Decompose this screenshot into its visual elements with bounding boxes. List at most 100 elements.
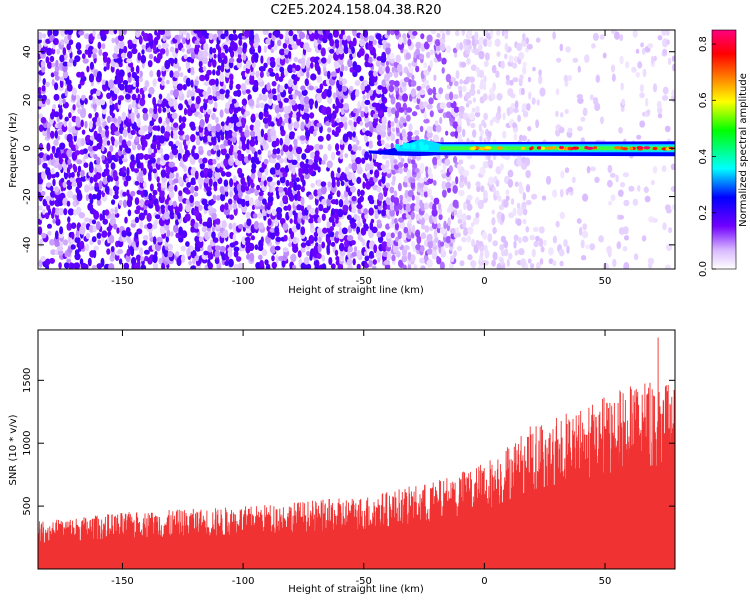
spectrogram-cell	[560, 170, 565, 179]
spectrogram-cell	[458, 105, 465, 113]
spectrogram-cell	[392, 175, 396, 183]
spectrogram-cell	[355, 110, 359, 118]
spectrogram-cell	[274, 162, 281, 171]
spectrogram-cell	[346, 214, 352, 221]
spectrogram-cell	[52, 30, 59, 37]
spectrogram-cell	[82, 263, 89, 269]
spectrogram-cell	[334, 249, 339, 257]
spectrogram-cell	[368, 207, 375, 216]
spectrogram-cell	[672, 63, 675, 72]
spectrogram-cell	[40, 190, 46, 196]
spectrogram-cell	[555, 220, 560, 228]
spectrogram-cell	[592, 32, 599, 41]
spectrogram-cell	[332, 103, 336, 110]
spectrogram-cell	[96, 116, 101, 124]
spectrogram-cell	[278, 116, 283, 125]
spectrogram-cell	[398, 107, 405, 113]
signal-blob	[394, 143, 400, 150]
spectrogram-cell	[559, 43, 564, 52]
spectrogram-cell	[288, 144, 293, 152]
spectrogram-cell	[426, 34, 433, 43]
spectrogram-cell	[232, 42, 238, 52]
spectrogram-cell	[278, 158, 285, 164]
spectrogram-cell	[408, 123, 413, 132]
spectrogram-cell	[444, 158, 451, 166]
spectrogram-cell	[230, 144, 234, 151]
spectrogram-cell	[297, 250, 302, 258]
spectrogram-cell	[247, 153, 252, 161]
spectrogram-cell	[288, 162, 293, 170]
spectrogram-cell	[121, 230, 127, 238]
spectrogram-cell	[212, 158, 217, 165]
spectrogram-cell	[215, 144, 220, 151]
spectrogram-cell	[128, 104, 132, 111]
spectrogram-cell	[332, 221, 336, 228]
spectrogram-cell	[228, 198, 233, 205]
spectrogram-cell	[165, 125, 171, 132]
spectrogram-cell	[317, 243, 322, 253]
spectrogram-cell	[359, 121, 364, 126]
spectrogram-cell	[619, 34, 624, 42]
spectrogram-cell	[377, 85, 383, 90]
spectrogram-cell	[139, 97, 146, 107]
spectrogram-cell	[317, 65, 321, 75]
spectrogram-cell	[459, 174, 465, 183]
spectrogram-cell	[282, 247, 289, 253]
spectrogram-cell	[189, 245, 194, 252]
spectrogram-cell	[192, 228, 200, 233]
spectrogram-cell	[215, 218, 221, 225]
spectrogram-cell	[54, 186, 59, 193]
spectrogram-cell	[38, 38, 42, 44]
colorbar-tick-label: 0.0	[698, 261, 709, 277]
spectrogram-cell	[280, 148, 284, 156]
spectrogram-cell	[495, 166, 502, 175]
spectrogram-cell	[389, 186, 395, 194]
spectrogram-cell	[125, 227, 131, 233]
spectrogram-cell	[251, 113, 256, 120]
spectrogram-cell	[203, 177, 210, 184]
spectrogram-cell	[453, 209, 458, 216]
spectrogram-cell	[623, 226, 629, 235]
spectrogram-cell	[276, 180, 281, 186]
spectrogram-cell	[532, 226, 539, 232]
spectrogram-cell	[122, 30, 127, 36]
spectrogram-cell	[420, 33, 425, 40]
spectrogram-cell	[89, 161, 94, 169]
spectrogram-cell	[80, 119, 84, 128]
spectrogram-cell	[377, 134, 382, 141]
spectrogram-cell	[535, 119, 539, 129]
spectrogram-cell	[50, 185, 54, 192]
spectrogram-cell	[104, 125, 109, 131]
spectrogram-cell	[367, 121, 374, 127]
spectrogram-cell	[499, 244, 505, 251]
spectrogram-cell	[237, 53, 242, 60]
spectrogram-cell	[279, 137, 284, 146]
spectrogram-cell	[483, 75, 487, 83]
spectrogram-cell	[350, 185, 356, 193]
spectrogram-cell	[516, 202, 521, 209]
spectrogram-cell	[380, 123, 387, 132]
spectrogram-cell	[303, 42, 310, 51]
signal-blob	[418, 141, 424, 148]
spectrogram-cell	[202, 90, 207, 96]
spectrogram-cell	[308, 218, 314, 224]
spectrogram-cell	[463, 201, 467, 211]
spectrogram-cell	[233, 263, 240, 269]
spectrogram-cell	[438, 87, 444, 95]
spectrogram-cell	[232, 233, 237, 242]
spectrogram-cell	[327, 70, 331, 80]
spectrogram-cell	[104, 209, 110, 216]
spectrogram-cell	[139, 247, 144, 257]
spectrogram-cell	[348, 119, 353, 126]
spectrogram-cell	[300, 57, 306, 64]
spectrogram-cell	[143, 189, 149, 198]
spectrogram-cell	[478, 50, 485, 60]
spectrogram-cell	[82, 58, 89, 64]
spectrogram-cell	[288, 242, 292, 248]
spectrogram-cell	[118, 258, 123, 265]
spectrogram-cell	[168, 184, 174, 193]
spectrogram-cell	[154, 30, 158, 36]
spectrogram-cell	[113, 93, 118, 101]
spectrogram-cell	[76, 49, 82, 55]
spectrogram-cell	[271, 255, 275, 262]
